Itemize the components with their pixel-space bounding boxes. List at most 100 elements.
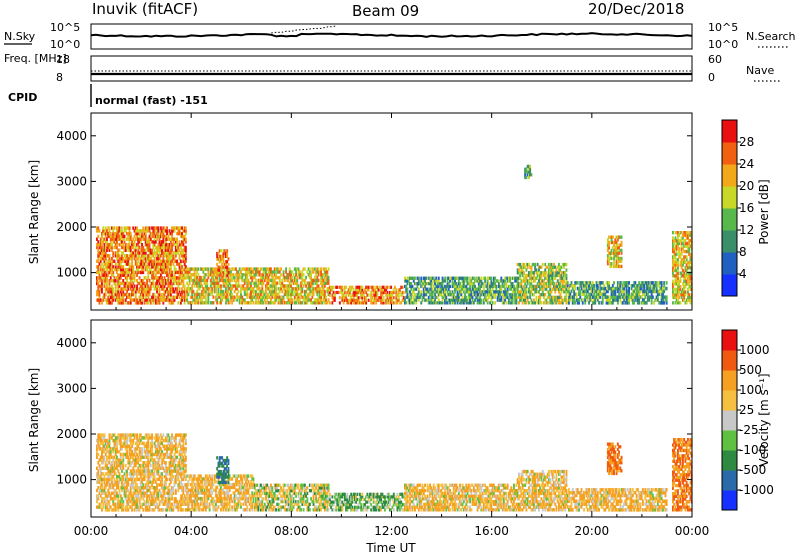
echo-cell xyxy=(550,273,553,278)
echo-cell xyxy=(166,287,168,291)
echo-cell xyxy=(541,271,544,275)
echo-cell xyxy=(103,284,106,288)
echo-cell xyxy=(152,301,155,305)
echo-cell xyxy=(565,262,568,267)
echo-cell xyxy=(169,276,172,280)
echo-cell xyxy=(204,289,207,294)
echo-cell xyxy=(310,275,312,280)
echo-cell xyxy=(651,284,654,288)
echo-cell xyxy=(142,245,145,250)
echo-cell xyxy=(476,298,479,302)
echo-cell xyxy=(161,295,163,299)
echo-cell xyxy=(442,279,445,283)
echo-cell xyxy=(316,284,319,288)
echo-cell xyxy=(317,301,320,305)
echo-cell xyxy=(674,255,677,259)
echo-cell xyxy=(611,240,614,245)
echo-cell xyxy=(106,240,108,244)
echo-cell xyxy=(536,290,539,294)
echo-cell xyxy=(111,436,113,440)
echo-cell xyxy=(164,243,167,247)
echo-cell xyxy=(456,295,459,299)
echo-cell xyxy=(146,298,148,302)
echo-cell xyxy=(439,293,441,297)
echo-cell xyxy=(178,254,181,258)
echo-cell xyxy=(554,298,557,302)
echo-cell xyxy=(510,287,513,291)
echo-cell xyxy=(128,444,131,448)
echo-cell xyxy=(265,267,267,271)
echo-cell xyxy=(601,301,604,305)
echo-cell xyxy=(511,290,514,294)
echo-cell xyxy=(281,284,284,288)
echo-cell xyxy=(99,256,102,261)
echo-cell xyxy=(117,497,120,501)
echo-cell xyxy=(126,279,128,283)
echo-cell xyxy=(640,286,643,291)
echo-cell xyxy=(109,452,112,457)
echo-cell xyxy=(142,237,145,241)
echo-cell xyxy=(630,292,633,296)
echo-cell xyxy=(154,276,157,280)
echo-cell xyxy=(164,234,167,239)
echo-cell xyxy=(230,278,232,283)
echo-cell xyxy=(530,271,533,275)
echo-cell xyxy=(131,505,133,509)
echo-cell xyxy=(192,281,195,285)
echo-cell xyxy=(606,301,609,305)
echo-cell xyxy=(325,270,327,274)
echo-cell xyxy=(634,286,637,291)
echo-cell xyxy=(549,268,552,272)
echo-cell xyxy=(148,245,151,250)
echo-cell xyxy=(169,245,172,250)
echo-cell xyxy=(222,265,225,269)
echo-cell xyxy=(161,259,163,263)
echo-cell xyxy=(526,279,529,283)
echo-cell xyxy=(511,295,514,299)
echo-cell xyxy=(643,298,646,302)
echo-cell xyxy=(321,284,324,288)
echo-cell xyxy=(168,290,171,294)
echo-cell xyxy=(523,276,525,280)
echo-cell xyxy=(109,243,112,247)
echo-cell xyxy=(182,281,185,286)
echo-cell xyxy=(183,256,186,261)
colorbar-tick-label: 8 xyxy=(739,245,747,259)
echo-cell xyxy=(209,278,212,283)
echo-cell xyxy=(683,293,686,297)
echo-cell xyxy=(202,278,205,283)
echo-cell xyxy=(158,276,161,280)
echo-cell xyxy=(114,243,117,247)
echo-cell xyxy=(230,287,232,291)
echo-cell xyxy=(114,292,117,297)
echo-cell xyxy=(169,256,172,261)
echo-cell xyxy=(614,298,617,302)
echo-cell xyxy=(426,298,429,302)
echo-cell xyxy=(345,285,348,289)
echo-cell xyxy=(129,265,132,269)
echo-cell xyxy=(228,287,231,291)
echo-cell xyxy=(372,290,375,295)
echo-cell xyxy=(275,275,277,280)
echo-cell xyxy=(687,274,689,278)
echo-cell xyxy=(252,281,255,285)
echo-cell xyxy=(118,461,121,465)
echo-cell xyxy=(302,267,305,271)
echo-cell xyxy=(101,231,103,236)
echo-cell xyxy=(203,273,206,277)
echo-cell xyxy=(680,231,683,235)
echo-cell xyxy=(291,275,294,280)
echo-cell xyxy=(114,234,117,239)
echo-cell xyxy=(446,279,449,283)
echo-cell xyxy=(144,262,147,266)
echo-cell xyxy=(228,267,231,271)
echo-cell xyxy=(168,292,171,297)
echo-cell xyxy=(444,290,446,294)
echo-cell xyxy=(409,276,411,280)
echo-cell xyxy=(484,290,487,294)
echo-cell xyxy=(664,295,667,299)
echo-cell xyxy=(230,275,232,280)
echo-cell xyxy=(586,295,589,299)
echo-cell xyxy=(141,245,143,250)
echo-cell xyxy=(223,268,226,272)
